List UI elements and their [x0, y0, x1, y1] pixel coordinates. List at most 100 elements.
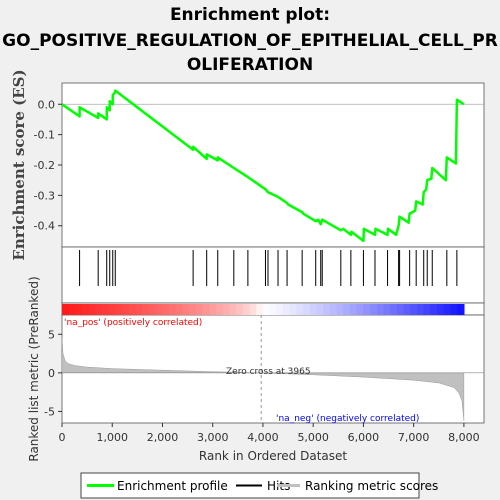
x-tick-label: 6,000: [348, 431, 380, 444]
heatmap-cell: [182, 304, 190, 315]
heatmap-cell: [396, 304, 405, 315]
heatmap-cell: [356, 304, 365, 315]
rank-axis-title: Ranked list metric (PreRanked): [27, 276, 41, 461]
x-tick-label: 2,000: [147, 431, 179, 444]
heatmap-cell: [68, 304, 76, 315]
es-y-tick-label: -0.3: [34, 189, 55, 202]
heatmap-cell: [169, 304, 177, 315]
enrichment-profile-line: [61, 89, 465, 243]
es-y-tick-label: -0.1: [34, 129, 55, 142]
rank-y-tick-label: 5: [48, 328, 55, 341]
heatmap-cell: [276, 304, 284, 315]
heatmap-cell: [149, 304, 157, 315]
x-tick-label: 5,000: [297, 431, 329, 444]
pos-label: 'na_pos' (positively correlated): [64, 318, 202, 328]
hits-panel: [61, 246, 485, 304]
heatmap-cell: [222, 304, 231, 315]
es-y-tick-label: -0.4: [34, 220, 55, 233]
heatmap-cell: [390, 304, 398, 315]
heatmap-cell: [108, 304, 117, 315]
ranking-metric-path: [61, 338, 465, 421]
x-tick-label: 7,000: [398, 431, 430, 444]
heatmap-cell: [162, 304, 170, 315]
heatmap-cell: [370, 304, 378, 315]
heatmap-cell: [242, 304, 251, 315]
heatmap-cell: [296, 304, 304, 315]
rank-y-axis: 5 0 -5: [44, 328, 62, 418]
x-tick-label: 8,000: [448, 431, 480, 444]
es-y-tick-label: -0.2: [34, 159, 55, 172]
heatmap-cell: [410, 304, 418, 315]
heatmap-cell: [75, 304, 83, 315]
hit-marks: [79, 250, 458, 286]
heatmap-cell: [209, 304, 217, 315]
heatmap-cell: [102, 304, 110, 315]
heatmap-cell: [95, 304, 103, 315]
heatmap-cell: [115, 304, 123, 315]
es-y-tick-label: 0.0: [38, 98, 56, 111]
heatmap-cell: [229, 304, 237, 315]
heatmap-cell: [323, 304, 331, 315]
heatmap-cell: [249, 304, 257, 315]
heatmap-cell: [262, 304, 271, 315]
heatmap-cell: [363, 304, 371, 315]
heatmap-cell: [202, 304, 210, 315]
heatmap-cell: [135, 304, 143, 315]
heatmap-cell: [430, 304, 438, 315]
heatmap-cell: [417, 304, 425, 315]
enrichment-profile-path: [61, 89, 465, 243]
rank-heatmap: [62, 304, 465, 315]
heatmap-cell: [189, 304, 197, 315]
heatmap-cell: [122, 304, 130, 315]
heatmap-cell: [88, 304, 97, 315]
heatmap-cell: [423, 304, 432, 315]
heatmap-cell: [128, 304, 137, 315]
heatmap-cell: [142, 304, 150, 315]
heatmap-cell: [303, 304, 311, 315]
legend-enrichment-label: Enrichment profile: [117, 479, 228, 493]
heatmap-cell: [283, 304, 291, 315]
es-axis-title: Enrichment score (ES): [10, 69, 28, 260]
heatmap-cell: [329, 304, 338, 315]
legend-ranking-label: Ranking metric scores: [305, 479, 438, 493]
zero-cross-label: Zero cross at 3965: [226, 367, 311, 377]
heatmap-cell: [195, 304, 204, 315]
heatmap-cell: [457, 304, 465, 315]
heatmap-cell: [289, 304, 298, 315]
legend: Enrichment profile Hits Ranking metric s…: [80, 472, 438, 499]
es-y-axis: 0.0 -0.1 -0.2 -0.3 -0.4: [34, 98, 62, 233]
heatmap-cell: [376, 304, 385, 315]
title-line-3: OLIFERATION: [187, 55, 313, 75]
title-line-2: GO_POSITIVE_REGULATION_OF_EPITHELIAL_CEL…: [2, 31, 498, 51]
heatmap-cell: [155, 304, 164, 315]
heatmap-cell: [82, 304, 90, 315]
heatmap-cell: [256, 304, 264, 315]
heatmap-cell: [437, 304, 445, 315]
x-axis: 0 1,000 2,000 3,000 4,000 5,000 6,000 7,000 8,00…: [59, 423, 480, 444]
heatmap-cell: [343, 304, 351, 315]
rank-y-tick-label: 0: [48, 367, 55, 380]
heatmap-cell: [236, 304, 244, 315]
heatmap-cell: [336, 304, 344, 315]
heatmap-cell: [316, 304, 324, 315]
x-tick-label: 1,000: [96, 431, 128, 444]
heatmap-cell: [216, 304, 224, 315]
heatmap-cell: [443, 304, 452, 315]
x-tick-label: 3,000: [197, 431, 229, 444]
heatmap-cell: [403, 304, 411, 315]
title-line-1: Enrichment plot:: [170, 5, 330, 25]
heatmap-cell: [269, 304, 277, 315]
x-tick-label: 0: [59, 431, 66, 444]
x-axis-title: Rank in Ordered Dataset: [199, 449, 347, 463]
neg-label: 'na_neg' (negatively correlated): [276, 414, 419, 424]
ranking-metric-area: [61, 338, 484, 421]
heatmap-cell: [350, 304, 358, 315]
rank-y-tick-label: -5: [44, 405, 55, 418]
x-tick-label: 4,000: [247, 431, 279, 444]
heatmap-cell: [450, 304, 458, 315]
heatmap-cell: [62, 304, 70, 315]
es-panel: [61, 82, 485, 248]
heatmap-cell: [383, 304, 391, 315]
heatmap-cell: [175, 304, 184, 315]
